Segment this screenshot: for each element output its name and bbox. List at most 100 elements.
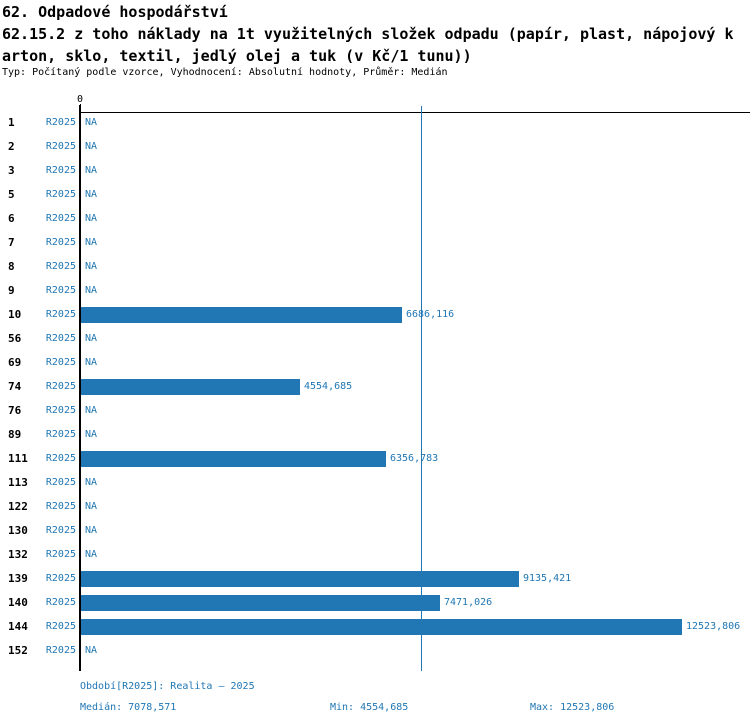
- row-na-label: NA: [85, 549, 98, 560]
- bar-value-label: 9135,421: [523, 573, 572, 584]
- row-id-label: 5: [8, 188, 15, 201]
- y-axis-line: [79, 105, 81, 671]
- chart-row: 122 R2025 NA: [0, 495, 750, 519]
- footer-median-stat: Medián: 7078,571: [80, 702, 177, 713]
- row-na-label: NA: [85, 285, 98, 296]
- chart-row: 2 R2025 NA: [0, 135, 750, 159]
- x-axis-line: [80, 112, 750, 113]
- chart-row: 56 R2025 NA: [0, 327, 750, 351]
- row-id-label: 132: [8, 548, 28, 561]
- row-id-label: 1: [8, 116, 15, 129]
- chart-row: 7 R2025 NA: [0, 231, 750, 255]
- row-na-label: NA: [85, 525, 98, 536]
- row-period-label: R2025: [45, 381, 76, 392]
- value-bar: [81, 619, 682, 635]
- value-bar: [81, 571, 519, 587]
- row-na-label: NA: [85, 429, 98, 440]
- row-na-label: NA: [85, 477, 98, 488]
- row-na-label: NA: [85, 261, 98, 272]
- value-bar: [81, 451, 386, 467]
- footer-period-line: Období[R2025]: Realita – 2025: [80, 681, 255, 692]
- row-period-label: R2025: [45, 429, 76, 440]
- row-id-label: 10: [8, 308, 22, 321]
- row-id-label: 89: [8, 428, 22, 441]
- footer-max-stat: Max: 12523,806: [530, 702, 615, 713]
- chart-row: 111 R2025 6356,783: [0, 447, 750, 471]
- row-id-label: 74: [8, 380, 22, 393]
- chart-type-line: Typ: Počítaný podle vzorce, Vyhodnocení:…: [2, 67, 448, 78]
- page-title: 62. Odpadové hospodářství: [2, 3, 228, 21]
- bar-value-label: 4554,685: [304, 381, 353, 392]
- row-na-label: NA: [85, 405, 98, 416]
- chart-row: 130 R2025 NA: [0, 519, 750, 543]
- row-period-label: R2025: [45, 309, 76, 320]
- chart-subtitle-line2: arton, sklo, textil, jedlý olej a tuk (v…: [2, 47, 472, 65]
- row-period-label: R2025: [45, 285, 76, 296]
- row-period-label: R2025: [45, 333, 76, 344]
- row-period-label: R2025: [45, 165, 76, 176]
- row-period-label: R2025: [45, 621, 76, 632]
- row-period-label: R2025: [45, 597, 76, 608]
- row-period-label: R2025: [45, 405, 76, 416]
- bar-value-label: 6356,783: [390, 453, 439, 464]
- value-bar: [81, 379, 300, 395]
- chart-row: 74 R2025 4554,685: [0, 375, 750, 399]
- row-id-label: 144: [8, 620, 28, 633]
- chart-row: 140 R2025 7471,026: [0, 591, 750, 615]
- row-period-label: R2025: [45, 357, 76, 368]
- chart-row: 132 R2025 NA: [0, 543, 750, 567]
- footer-min-stat: Min: 4554,685: [330, 702, 409, 713]
- value-bar: [81, 595, 440, 611]
- row-na-label: NA: [85, 501, 98, 512]
- row-period-label: R2025: [45, 141, 76, 152]
- row-period-label: R2025: [45, 573, 76, 584]
- row-na-label: NA: [85, 237, 98, 248]
- row-period-label: R2025: [45, 501, 76, 512]
- row-period-label: R2025: [45, 189, 76, 200]
- row-na-label: NA: [85, 141, 98, 152]
- row-id-label: 9: [8, 284, 15, 297]
- chart-row: 152 R2025 NA: [0, 639, 750, 663]
- row-id-label: 140: [8, 596, 28, 609]
- row-id-label: 7: [8, 236, 15, 249]
- row-na-label: NA: [85, 189, 98, 200]
- row-id-label: 3: [8, 164, 15, 177]
- row-period-label: R2025: [45, 261, 76, 272]
- bar-value-label: 12523,806: [686, 621, 741, 632]
- chart-row: 3 R2025 NA: [0, 159, 750, 183]
- row-period-label: R2025: [45, 213, 76, 224]
- bar-value-label: 7471,026: [444, 597, 493, 608]
- row-id-label: 152: [8, 644, 28, 657]
- row-id-label: 76: [8, 404, 22, 417]
- chart-subtitle-line1: 62.15.2 z toho náklady na 1t využitelnýc…: [2, 25, 734, 43]
- row-na-label: NA: [85, 213, 98, 224]
- row-period-label: R2025: [45, 453, 76, 464]
- row-period-label: R2025: [45, 117, 76, 128]
- row-id-label: 2: [8, 140, 15, 153]
- row-na-label: NA: [85, 117, 98, 128]
- row-na-label: NA: [85, 333, 98, 344]
- row-na-label: NA: [85, 645, 98, 656]
- row-id-label: 130: [8, 524, 28, 537]
- row-id-label: 8: [8, 260, 15, 273]
- row-id-label: 139: [8, 572, 28, 585]
- row-id-label: 113: [8, 476, 28, 489]
- bar-value-label: 6686,116: [406, 309, 455, 320]
- row-id-label: 6: [8, 212, 15, 225]
- row-period-label: R2025: [45, 237, 76, 248]
- row-na-label: NA: [85, 357, 98, 368]
- bar-chart-rows: 1 R2025 NA 2 R2025 NA 3 R2025 NA 5 R2025 NA 6 R2025 NA…: [0, 111, 750, 663]
- chart-row: 1 R2025 NA: [0, 111, 750, 135]
- chart-row: 69 R2025 NA: [0, 351, 750, 375]
- row-period-label: R2025: [45, 477, 76, 488]
- row-id-label: 56: [8, 332, 22, 345]
- row-id-label: 122: [8, 500, 28, 513]
- chart-row: 8 R2025 NA: [0, 255, 750, 279]
- chart-row: 76 R2025 NA: [0, 399, 750, 423]
- row-period-label: R2025: [45, 645, 76, 656]
- row-period-label: R2025: [45, 549, 76, 560]
- chart-row: 6 R2025 NA: [0, 207, 750, 231]
- row-na-label: NA: [85, 165, 98, 176]
- chart-row: 139 R2025 9135,421: [0, 567, 750, 591]
